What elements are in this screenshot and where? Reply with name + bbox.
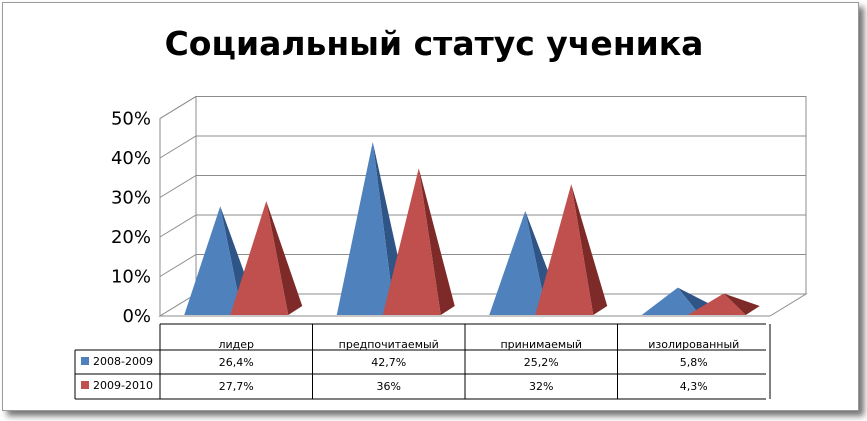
y-axis-ticks: 0% 10% 20% 30% 40% 50%: [111, 109, 151, 328]
legend-key: [81, 381, 89, 389]
gridline: [159, 135, 806, 159]
legend-label: 2009-2010: [93, 379, 153, 392]
pyramid-2009-2010-лидер: [230, 201, 303, 315]
pyramid-front-face: [184, 206, 243, 315]
floor: [158, 293, 808, 317]
pyramid-front-face: [336, 141, 395, 315]
pyramid-series: [184, 141, 760, 315]
pyramid-2009-2010-предпочитаемый: [382, 168, 455, 315]
y-tick-label: 30%: [111, 188, 151, 209]
data-label: 25,2%: [524, 356, 559, 369]
pyramid-2009-2010-изолированный: [687, 293, 760, 315]
side-wall: [159, 95, 197, 317]
data-label: 32%: [529, 380, 553, 393]
y-tick-label: 40%: [111, 148, 151, 169]
data-label: 4,3%: [680, 380, 708, 393]
y-tick-label: 10%: [111, 267, 151, 288]
pyramid-front-face: [687, 293, 746, 315]
gridline: [159, 96, 806, 119]
data-table: лидер предпочитаемый принимаемый изолирован…: [74, 323, 771, 400]
legend-label: 2008-2009: [93, 355, 153, 368]
data-label: 27,7%: [219, 380, 254, 393]
data-label: 42,7%: [371, 356, 406, 369]
gridline: [159, 214, 806, 238]
pyramid-side-face: [723, 293, 760, 315]
category-label: предпочитаемый: [339, 338, 439, 351]
data-label: 26,4%: [219, 356, 254, 369]
chart-title: Социальный статус ученика: [165, 24, 704, 63]
chart-walls: [158, 95, 808, 317]
legend-key: [81, 357, 89, 365]
data-label: 5,8%: [680, 356, 708, 369]
y-tick-label: 50%: [111, 109, 151, 130]
pyramid-front-face: [230, 201, 289, 315]
category-label: принимаемый: [500, 338, 582, 351]
category-label: лидер: [218, 338, 254, 351]
pyramid-side-face: [266, 201, 303, 315]
pyramid-front-face: [535, 184, 594, 315]
data-label: 36%: [377, 380, 401, 393]
category-label: изолированный: [648, 338, 739, 351]
pyramid-2009-2010-принимаемый: [535, 184, 608, 315]
gridline: [159, 175, 806, 198]
pyramid-side-face: [571, 184, 608, 315]
gridlines: [159, 96, 806, 277]
pyramid-side-face: [418, 168, 455, 315]
pyramid-front-face: [382, 168, 441, 315]
gridline: [159, 254, 806, 277]
y-tick-label: 0%: [122, 306, 151, 327]
pyramid-front-face: [641, 287, 700, 315]
pyramid-front-face: [489, 210, 548, 315]
y-tick-label: 20%: [111, 227, 151, 248]
